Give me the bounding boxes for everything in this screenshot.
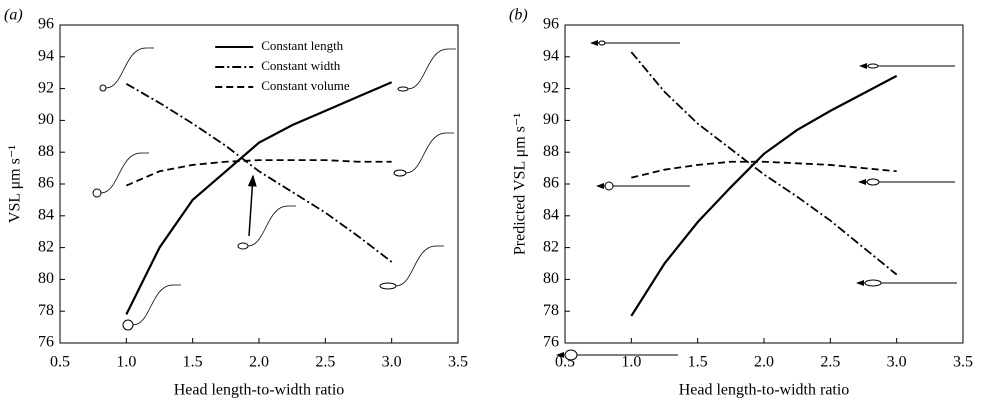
- plot-frame: [564, 24, 964, 344]
- sperm-head: [99, 84, 107, 92]
- sperm-head: [604, 181, 614, 191]
- sperm-head: [393, 169, 407, 177]
- x-tick-label: 3.0: [887, 354, 907, 371]
- y-axis-title: Predicted VSL μm s⁻¹: [512, 113, 529, 255]
- y-tick-label: 90: [543, 111, 559, 128]
- x-tick-label: 3.5: [953, 354, 973, 371]
- x-tick-label: 1.5: [183, 354, 203, 371]
- y-axis-title: VSL μm s⁻¹: [7, 145, 24, 223]
- series-line: [631, 160, 897, 179]
- series-line: [630, 74, 898, 317]
- legend-label: Constant length: [261, 38, 343, 53]
- y-tick-label: 80: [543, 270, 559, 287]
- y-tick-label: 94: [38, 47, 54, 64]
- x-tick-label: 1.0: [116, 354, 136, 371]
- sperm-head: [397, 86, 409, 92]
- y-tick-label: 96: [38, 16, 54, 33]
- x-tick-label: 3.0: [382, 354, 402, 371]
- sperm-head: [237, 242, 249, 250]
- x-tick-label: 0.5: [50, 354, 70, 371]
- sperm-head: [867, 63, 879, 69]
- sperm-tail: [407, 48, 456, 90]
- y-tick-label: 78: [38, 302, 54, 319]
- sperm-head: [864, 279, 882, 287]
- legend-label: Constant width: [261, 58, 341, 73]
- sperm-tail: [247, 205, 296, 247]
- series-line: [630, 51, 898, 276]
- y-tick-label: 86: [543, 175, 559, 192]
- sperm-head: [598, 40, 606, 46]
- sperm-tail: [105, 47, 154, 89]
- y-tick-label: 96: [543, 16, 559, 33]
- y-tick-label: 82: [543, 238, 559, 255]
- x-tick-label: 2.5: [820, 354, 840, 371]
- y-tick-label: 92: [543, 79, 559, 96]
- y-tick-label: 84: [38, 206, 54, 223]
- y-tick-label: 82: [38, 238, 54, 255]
- y-tick-label: 76: [543, 334, 559, 351]
- series-line: [125, 83, 393, 263]
- panel-label: (b): [509, 7, 528, 24]
- sperm-tail: [132, 284, 181, 326]
- sperm-head: [564, 349, 578, 361]
- series-line: [125, 159, 392, 187]
- y-tick-label: 84: [543, 206, 559, 223]
- sperm-tail: [405, 132, 454, 174]
- y-tick-label: 80: [38, 270, 54, 287]
- x-tick-label: 2.5: [315, 354, 335, 371]
- sperm-head: [379, 282, 397, 290]
- sperm-tail: [395, 245, 444, 287]
- x-tick-label: 2.0: [249, 354, 269, 371]
- y-tick-label: 88: [38, 143, 54, 160]
- pointer-arrow: [247, 174, 257, 237]
- x-tick-label: 1.0: [621, 354, 641, 371]
- sperm-head: [92, 188, 102, 198]
- x-axis-title: Head length-to-width ratio: [679, 382, 850, 399]
- x-tick-label: 2.0: [754, 354, 774, 371]
- y-tick-label: 90: [38, 111, 54, 128]
- y-tick-label: 94: [543, 47, 559, 64]
- y-tick-label: 92: [38, 79, 54, 96]
- x-tick-label: 1.5: [688, 354, 708, 371]
- sperm-tail: [100, 152, 149, 194]
- x-axis-title: Head length-to-width ratio: [174, 382, 345, 399]
- plot-frame: [59, 24, 459, 344]
- y-tick-label: 78: [543, 302, 559, 319]
- y-tick-label: 88: [543, 143, 559, 160]
- y-tick-label: 76: [38, 334, 54, 351]
- sperm-head: [866, 178, 880, 186]
- y-tick-label: 86: [38, 175, 54, 192]
- panel-label: (a): [4, 7, 23, 24]
- legend-label: Constant volume: [261, 78, 350, 93]
- sperm-head: [122, 319, 134, 331]
- series-line: [125, 81, 393, 315]
- x-tick-label: 3.5: [448, 354, 468, 371]
